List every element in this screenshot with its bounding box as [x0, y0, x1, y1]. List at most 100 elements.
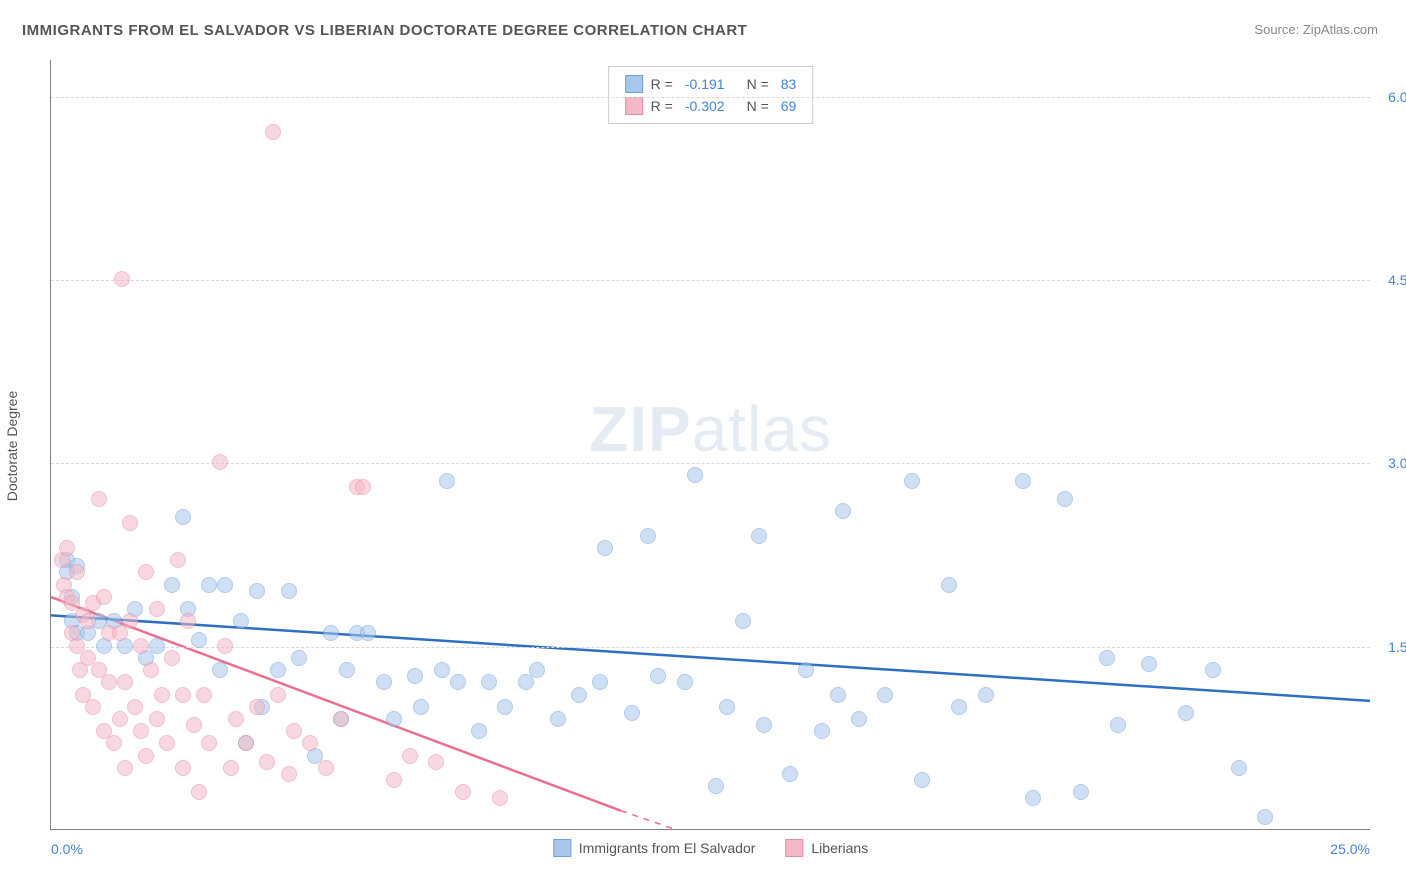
- data-point: [687, 467, 703, 483]
- data-point: [640, 528, 656, 544]
- data-point: [756, 717, 772, 733]
- data-point: [96, 589, 112, 605]
- data-point: [238, 735, 254, 751]
- data-point: [1141, 656, 1157, 672]
- data-point: [386, 711, 402, 727]
- data-point: [112, 711, 128, 727]
- data-point: [270, 662, 286, 678]
- data-point: [149, 638, 165, 654]
- data-point: [386, 772, 402, 788]
- data-point: [450, 674, 466, 690]
- data-point: [138, 564, 154, 580]
- data-point: [941, 577, 957, 593]
- data-point: [223, 760, 239, 776]
- data-point: [402, 748, 418, 764]
- data-point: [851, 711, 867, 727]
- source-label: Source:: [1254, 22, 1299, 37]
- data-point: [951, 699, 967, 715]
- data-point: [191, 784, 207, 800]
- data-point: [751, 528, 767, 544]
- gridline: [51, 463, 1370, 464]
- data-point: [877, 687, 893, 703]
- n-label: N =: [747, 95, 769, 117]
- data-point: [249, 583, 265, 599]
- y-axis-label: Doctorate Degree: [4, 391, 20, 502]
- data-point: [708, 778, 724, 794]
- data-point: [1257, 809, 1273, 825]
- source-link[interactable]: ZipAtlas.com: [1303, 22, 1378, 37]
- data-point: [281, 766, 297, 782]
- data-point: [497, 699, 513, 715]
- data-point: [339, 662, 355, 678]
- data-point: [154, 687, 170, 703]
- data-point: [592, 674, 608, 690]
- gridline: [51, 647, 1370, 648]
- data-point: [550, 711, 566, 727]
- y-tick-label: 4.5%: [1388, 272, 1406, 288]
- data-point: [106, 735, 122, 751]
- data-point: [439, 473, 455, 489]
- data-point: [114, 271, 130, 287]
- data-point: [143, 662, 159, 678]
- data-point: [170, 552, 186, 568]
- stats-legend: R =-0.191N =83R =-0.302N =69: [608, 66, 814, 124]
- y-tick-label: 3.0%: [1388, 455, 1406, 471]
- data-point: [782, 766, 798, 782]
- series-name: Immigrants from El Salvador: [579, 840, 756, 856]
- data-point: [117, 674, 133, 690]
- data-point: [529, 662, 545, 678]
- data-point: [1205, 662, 1221, 678]
- x-axis-max-label: 25.0%: [1330, 841, 1370, 857]
- scatter-chart: ZIPatlas R =-0.191N =83R =-0.302N =69 0.…: [50, 60, 1370, 830]
- data-point: [186, 717, 202, 733]
- data-point: [1057, 491, 1073, 507]
- data-point: [798, 662, 814, 678]
- data-point: [133, 723, 149, 739]
- data-point: [914, 772, 930, 788]
- data-point: [265, 124, 281, 140]
- data-point: [481, 674, 497, 690]
- legend-swatch: [553, 839, 571, 857]
- legend-swatch: [625, 97, 643, 115]
- data-point: [407, 668, 423, 684]
- data-point: [149, 601, 165, 617]
- data-point: [835, 503, 851, 519]
- data-point: [217, 577, 233, 593]
- gridline: [51, 280, 1370, 281]
- data-point: [1025, 790, 1041, 806]
- data-point: [164, 650, 180, 666]
- data-point: [259, 754, 275, 770]
- r-value: -0.191: [685, 73, 725, 95]
- data-point: [323, 625, 339, 641]
- data-point: [59, 540, 75, 556]
- y-tick-label: 6.0%: [1388, 89, 1406, 105]
- data-point: [117, 760, 133, 776]
- watermark: ZIPatlas: [589, 392, 832, 466]
- data-point: [201, 735, 217, 751]
- data-point: [735, 613, 751, 629]
- data-point: [175, 760, 191, 776]
- data-point: [492, 790, 508, 806]
- data-point: [830, 687, 846, 703]
- data-point: [270, 687, 286, 703]
- data-point: [233, 613, 249, 629]
- n-label: N =: [747, 73, 769, 95]
- y-tick-label: 1.5%: [1388, 639, 1406, 655]
- data-point: [428, 754, 444, 770]
- data-point: [1231, 760, 1247, 776]
- series-legend-item: Immigrants from El Salvador: [553, 839, 756, 857]
- data-point: [333, 711, 349, 727]
- data-point: [138, 748, 154, 764]
- data-point: [434, 662, 450, 678]
- r-value: -0.302: [685, 95, 725, 117]
- data-point: [69, 564, 85, 580]
- data-point: [1178, 705, 1194, 721]
- data-point: [91, 491, 107, 507]
- data-point: [355, 479, 371, 495]
- data-point: [978, 687, 994, 703]
- trend-lines: [51, 60, 1370, 829]
- data-point: [904, 473, 920, 489]
- data-point: [291, 650, 307, 666]
- data-point: [249, 699, 265, 715]
- series-legend: Immigrants from El SalvadorLiberians: [553, 839, 868, 857]
